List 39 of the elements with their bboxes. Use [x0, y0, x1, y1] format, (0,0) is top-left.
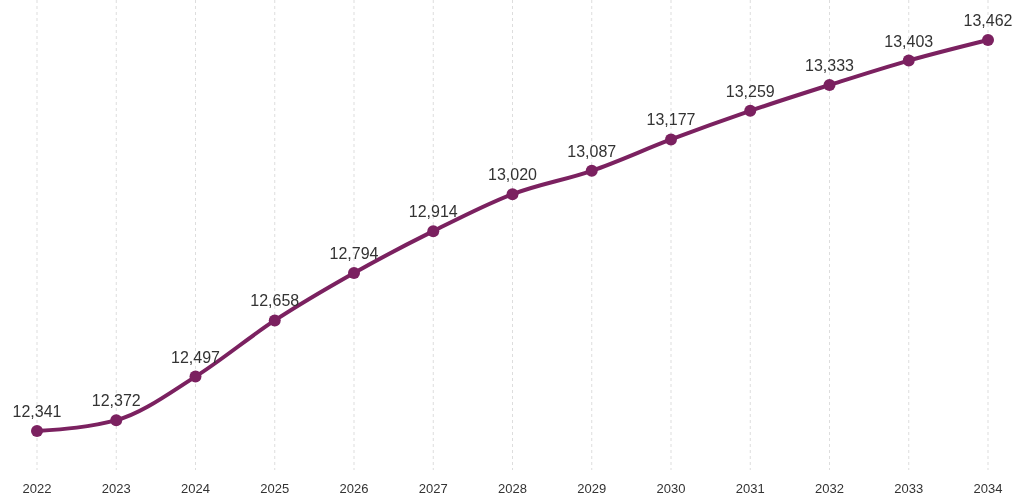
x-tick-label: 2034: [973, 481, 1003, 496]
data-label: 13,333: [805, 56, 855, 74]
x-tick-label: 2023: [101, 481, 131, 496]
x-tick-label: 2032: [815, 481, 844, 496]
x-tick-label: 2031: [735, 481, 765, 496]
x-tick-label: 2030: [656, 481, 686, 496]
data-label: 12,914: [408, 203, 458, 221]
data-label: 12,372: [91, 392, 141, 410]
x-tick-label: 2026: [339, 481, 369, 496]
x-tick-label: 2029: [577, 481, 607, 496]
x-tick-label: 2024: [181, 481, 210, 496]
point: [427, 225, 440, 238]
data-label: 12,794: [329, 245, 379, 262]
data-label: 13,020: [488, 166, 538, 184]
x-tick-label: 2033: [894, 481, 924, 496]
data-label: 12,658: [250, 292, 300, 310]
point: [110, 414, 123, 427]
data-label: 13,087: [567, 142, 617, 160]
point: [585, 164, 598, 177]
x-tick-label: 2028: [498, 481, 527, 496]
point: [665, 133, 677, 146]
data-label: 13,403: [884, 32, 934, 50]
point: [189, 370, 202, 383]
data-label: 13,177: [646, 111, 696, 129]
data-label: 12,341: [12, 403, 62, 420]
point: [902, 54, 915, 67]
x-tick-label: 2022: [22, 481, 52, 496]
data-label: 13,259: [725, 82, 775, 100]
point: [506, 188, 519, 201]
x-tick-label: 2025: [260, 481, 290, 496]
point: [31, 425, 43, 437]
data-label: 12,497: [171, 348, 221, 366]
point: [823, 78, 836, 91]
point: [348, 267, 360, 279]
point: [268, 314, 281, 327]
data-label: 13,462: [963, 12, 1013, 29]
point: [982, 34, 994, 46]
x-tick-label: 2027: [418, 481, 448, 496]
point: [744, 104, 757, 117]
